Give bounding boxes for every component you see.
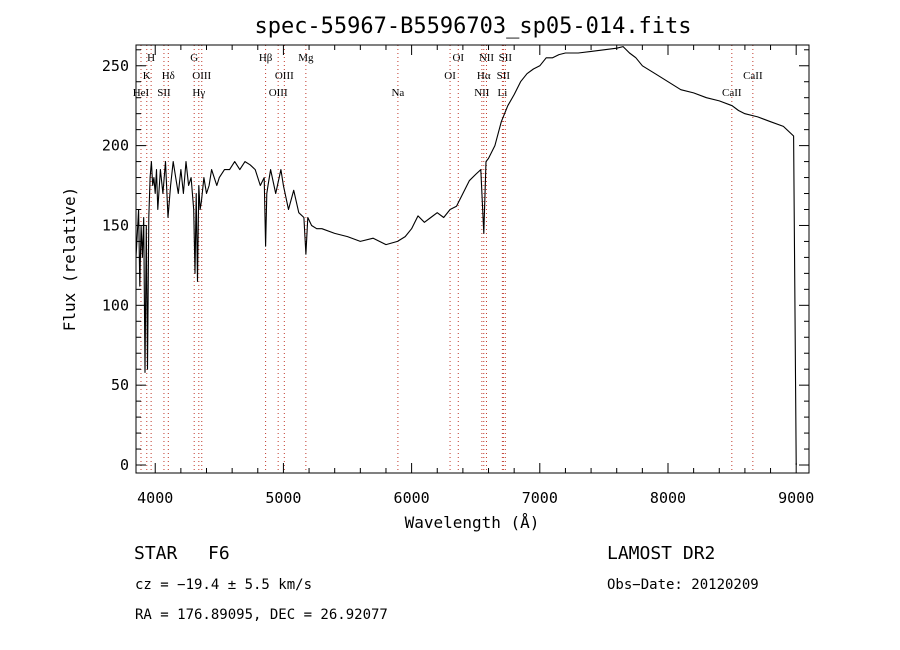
line-marker-label: Na [391, 87, 404, 99]
line-marker-label: Hγ [192, 87, 205, 99]
x-tick-label: 9000 [778, 489, 814, 507]
y-tick-label: 0 [120, 456, 129, 474]
line-marker-label: OIII [269, 87, 288, 99]
line-marker-label: CaII [722, 87, 742, 99]
line-marker-label: OIII [275, 70, 294, 82]
observation-date: Obs−Date: 20120209 [607, 577, 759, 593]
plot-frame [135, 44, 810, 474]
line-marker-label: Mg [298, 52, 314, 64]
line-marker-label: Hα [477, 70, 491, 82]
x-tick-label: 7000 [522, 489, 558, 507]
line-marker-label: OIII [192, 70, 211, 82]
x-tick-label: 5000 [265, 489, 301, 507]
chart-title: spec-55967-B5596703_sp05-014.fits [254, 14, 691, 39]
y-tick-label: 50 [111, 376, 129, 394]
redshift-readout: cz = −19.4 ± 5.5 km/s [135, 577, 312, 593]
line-marker-label: Hδ [162, 70, 175, 82]
survey-name: LAMOST DR2 [607, 543, 715, 564]
line-marker-label: CaII [743, 70, 763, 82]
line-marker-label: K [143, 70, 151, 82]
line-marker-label: G [190, 52, 198, 64]
y-tick-label: 200 [102, 137, 129, 155]
line-marker-label: Hβ [259, 52, 273, 64]
line-marker-label: Li [497, 87, 507, 99]
spectrum-line [135, 46, 797, 466]
line-marker-label: OI [444, 70, 456, 82]
axis-tick-labels: 4000 5000 6000 7000 8000 9000 0 50 100 150 200 250 [102, 57, 814, 507]
object-class: STAR [134, 543, 178, 564]
axis-ticks [136, 45, 809, 473]
line-marker-label: HeI [133, 87, 150, 99]
line-marker-label: OI [452, 52, 464, 64]
x-tick-label: 6000 [394, 489, 430, 507]
x-tick-label: 4000 [137, 489, 173, 507]
x-axis-label: Wavelength (Å) [405, 513, 540, 532]
line-marker-label: NII [474, 87, 490, 99]
line-marker-label: H [147, 52, 155, 64]
object-subclass: F6 [208, 543, 230, 564]
y-tick-label: 100 [102, 296, 129, 314]
line-marker-label: SII [497, 70, 511, 82]
x-tick-label: 8000 [650, 489, 686, 507]
coordinates-readout: RA = 176.89095, DEC = 26.92077 [135, 607, 388, 623]
y-tick-label: 150 [102, 216, 129, 234]
y-axis-label: Flux (relative) [60, 187, 79, 332]
emission-line-markers [140, 45, 754, 473]
line-marker-label: SII [157, 87, 171, 99]
line-marker-label: SII [499, 52, 513, 64]
y-tick-label: 250 [102, 57, 129, 75]
line-marker-label: NII [479, 52, 495, 64]
